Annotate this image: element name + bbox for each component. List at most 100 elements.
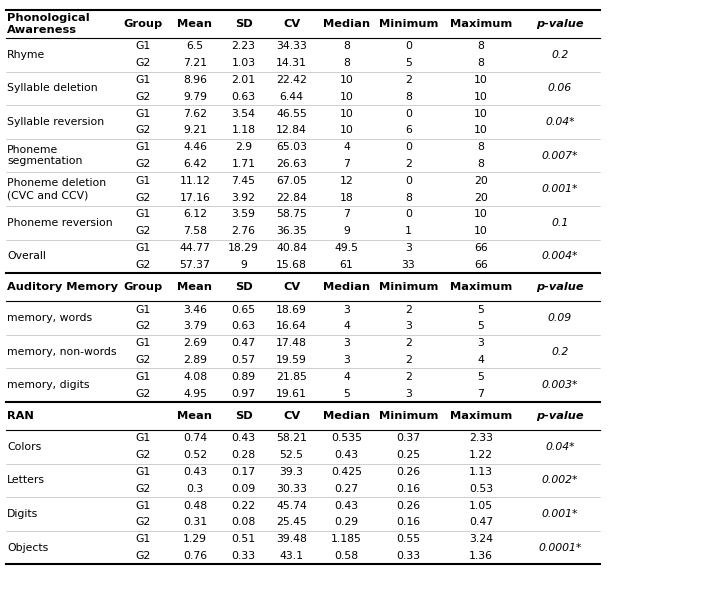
Text: 1.29: 1.29 [183, 534, 207, 544]
Text: 67.05: 67.05 [276, 176, 307, 186]
Text: Colors: Colors [7, 442, 41, 452]
Text: SD: SD [234, 411, 252, 421]
Text: 20: 20 [474, 192, 488, 202]
Text: 0.2: 0.2 [552, 346, 569, 356]
Text: 0.29: 0.29 [334, 517, 358, 527]
Text: 4.08: 4.08 [183, 372, 207, 382]
Text: Phoneme deletion
(CVC and CCV): Phoneme deletion (CVC and CCV) [7, 178, 106, 200]
Text: 8: 8 [478, 41, 484, 52]
Text: Auditory Memory: Auditory Memory [7, 282, 118, 292]
Text: 3.59: 3.59 [232, 210, 256, 220]
Text: 3.92: 3.92 [232, 192, 256, 202]
Text: 58.21: 58.21 [276, 433, 307, 443]
Text: 22.42: 22.42 [276, 75, 307, 85]
Text: 0: 0 [405, 210, 412, 220]
Text: 34.33: 34.33 [276, 41, 307, 52]
Text: 7.58: 7.58 [183, 226, 207, 236]
Text: 0.47: 0.47 [232, 338, 256, 348]
Text: 66: 66 [474, 243, 488, 253]
Text: 0.0001*: 0.0001* [538, 543, 582, 552]
Text: 52.5: 52.5 [280, 450, 304, 460]
Text: 3: 3 [343, 355, 350, 365]
Text: 4: 4 [478, 355, 484, 365]
Text: Syllable deletion: Syllable deletion [7, 83, 98, 94]
Text: 2.69: 2.69 [183, 338, 207, 348]
Text: 12: 12 [340, 176, 353, 186]
Text: 0.3: 0.3 [186, 484, 204, 494]
Text: 5: 5 [405, 58, 412, 68]
Text: 2: 2 [405, 305, 412, 314]
Text: 2.76: 2.76 [232, 226, 256, 236]
Text: 0.09: 0.09 [232, 484, 256, 494]
Text: 8: 8 [478, 159, 484, 169]
Text: G2: G2 [135, 58, 151, 68]
Text: 0.001*: 0.001* [542, 184, 578, 194]
Text: Phoneme
segmentation: Phoneme segmentation [7, 145, 82, 166]
Text: 18.69: 18.69 [276, 305, 307, 314]
Text: G1: G1 [135, 467, 151, 477]
Text: 10: 10 [474, 108, 488, 118]
Text: 3: 3 [478, 338, 484, 348]
Text: 1.18: 1.18 [232, 126, 256, 136]
Text: 3.79: 3.79 [183, 321, 207, 332]
Text: 4.95: 4.95 [183, 388, 207, 398]
Text: G2: G2 [135, 159, 151, 169]
Text: 2: 2 [405, 338, 412, 348]
Text: 7: 7 [343, 210, 350, 220]
Text: 7: 7 [478, 388, 484, 398]
Text: 4: 4 [343, 142, 350, 152]
Text: Median: Median [323, 282, 370, 292]
Text: 9.21: 9.21 [183, 126, 207, 136]
Text: 65.03: 65.03 [276, 142, 307, 152]
Text: 10: 10 [340, 108, 353, 118]
Text: 9: 9 [343, 226, 350, 236]
Text: 0.28: 0.28 [232, 450, 256, 460]
Text: 0.16: 0.16 [396, 484, 421, 494]
Text: 3: 3 [343, 305, 350, 314]
Text: 0.27: 0.27 [334, 484, 358, 494]
Text: G2: G2 [135, 355, 151, 365]
Text: 3.46: 3.46 [183, 305, 207, 314]
Text: 0.53: 0.53 [469, 484, 493, 494]
Text: 14.31: 14.31 [276, 58, 307, 68]
Text: SD: SD [234, 19, 252, 29]
Text: p-value: p-value [536, 411, 584, 421]
Text: 0: 0 [405, 142, 412, 152]
Text: G1: G1 [135, 433, 151, 443]
Text: Maximum: Maximum [450, 19, 512, 29]
Text: G2: G2 [135, 92, 151, 102]
Text: G2: G2 [135, 192, 151, 202]
Text: 17.16: 17.16 [180, 192, 210, 202]
Text: 15.68: 15.68 [276, 260, 307, 270]
Text: Rhyme: Rhyme [7, 50, 45, 60]
Text: 36.35: 36.35 [276, 226, 307, 236]
Text: 0.16: 0.16 [396, 517, 421, 527]
Text: 57.37: 57.37 [180, 260, 210, 270]
Text: Minimum: Minimum [379, 282, 438, 292]
Text: p-value: p-value [536, 282, 584, 292]
Text: 0.97: 0.97 [232, 388, 256, 398]
Text: 3: 3 [405, 321, 412, 332]
Text: 0.55: 0.55 [396, 534, 421, 544]
Text: 18: 18 [340, 192, 353, 202]
Text: Group: Group [123, 19, 163, 29]
Text: 10: 10 [474, 210, 488, 220]
Text: SD: SD [234, 282, 252, 292]
Text: 39.3: 39.3 [280, 467, 304, 477]
Text: 58.75: 58.75 [276, 210, 307, 220]
Text: G1: G1 [135, 305, 151, 314]
Text: G2: G2 [135, 388, 151, 398]
Text: RAN: RAN [7, 411, 34, 421]
Text: 0.22: 0.22 [232, 501, 256, 511]
Text: 4.46: 4.46 [183, 142, 207, 152]
Text: 45.74: 45.74 [276, 501, 307, 511]
Text: 49.5: 49.5 [334, 243, 358, 253]
Text: G2: G2 [135, 484, 151, 494]
Text: 4: 4 [343, 372, 350, 382]
Text: G1: G1 [135, 41, 151, 52]
Text: 4: 4 [343, 321, 350, 332]
Text: 0.43: 0.43 [334, 501, 358, 511]
Text: 10: 10 [340, 75, 353, 85]
Text: 1.71: 1.71 [232, 159, 256, 169]
Text: 3: 3 [405, 243, 412, 253]
